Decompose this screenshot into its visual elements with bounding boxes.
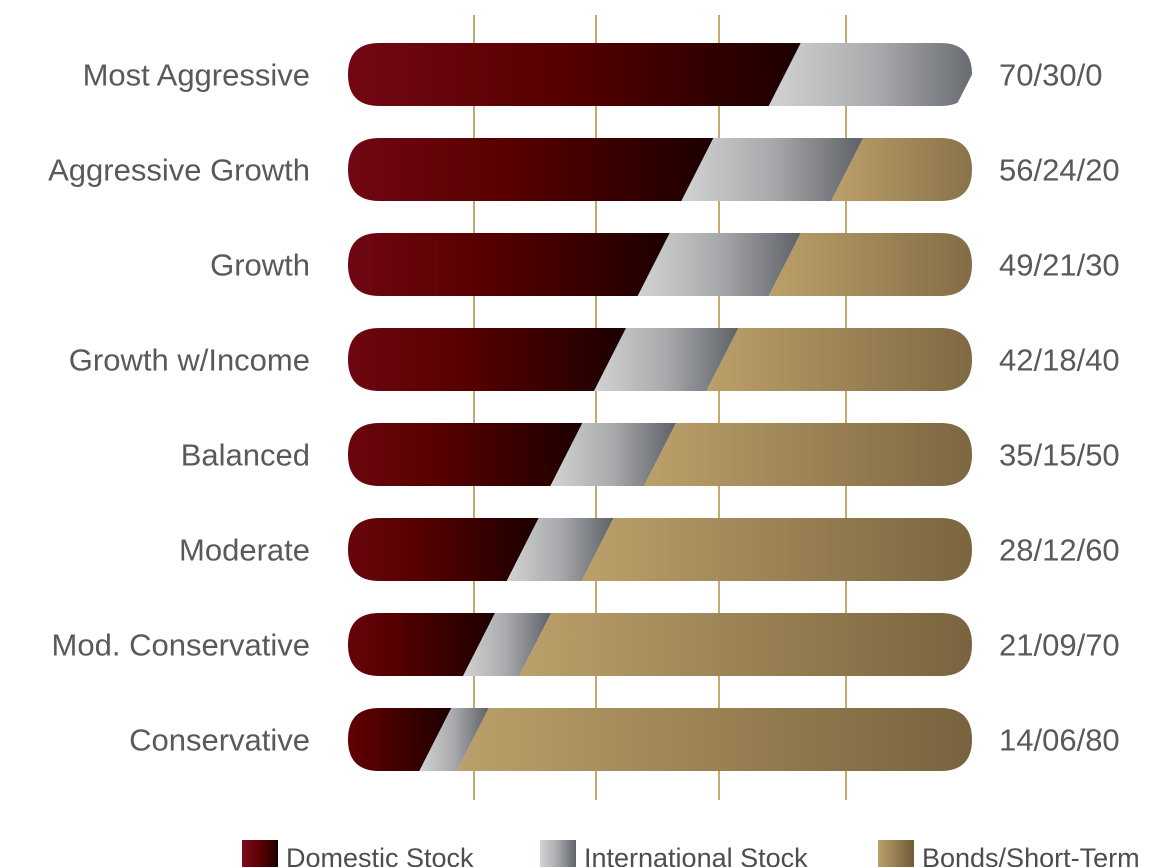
legend: Domestic Stock International Stock Bonds/S… [242, 840, 1140, 867]
value-label: 42/18/40 [999, 343, 1120, 378]
bar-row [348, 43, 972, 106]
bar-segment-international-stock [594, 328, 739, 391]
category-label: Growth w/Income [69, 343, 310, 378]
category-label: Balanced [181, 438, 310, 473]
bar-segment-international-stock [550, 423, 676, 486]
category-label: Most Aggressive [83, 58, 310, 93]
value-label: 56/24/20 [999, 153, 1120, 188]
bar-segment-international-stock [681, 138, 864, 201]
bar-segment-bonds-short-term [456, 708, 972, 771]
bar-segment-international-stock [768, 43, 972, 106]
bar-segment-domestic-stock [348, 328, 627, 391]
bar-segment-domestic-stock [348, 233, 670, 296]
value-label: 49/21/30 [999, 248, 1120, 283]
bar-segment-domestic-stock [348, 43, 801, 106]
bar-row [348, 328, 972, 391]
legend-swatch [878, 840, 914, 867]
bar-segment-bonds-short-term [581, 518, 972, 581]
bar-segment-bonds-short-term [831, 138, 972, 201]
value-label: 14/06/80 [999, 723, 1120, 758]
legend-label: Bonds/Short-Term [922, 843, 1140, 867]
bar-row [348, 233, 972, 296]
bar-row [348, 708, 972, 771]
bar-row [348, 613, 972, 676]
bar-segment-international-stock [637, 233, 801, 296]
bar-segment-international-stock [463, 613, 552, 676]
bar-segment-bonds-short-term [644, 423, 972, 486]
bar-segment-bonds-short-term [768, 233, 972, 296]
category-label: Conservative [129, 723, 310, 758]
bar-row [348, 518, 972, 581]
value-label: 21/09/70 [999, 628, 1120, 663]
bar-segment-domestic-stock [348, 423, 583, 486]
category-label: Aggressive Growth [48, 153, 310, 188]
bar-segment-bonds-short-term [519, 613, 972, 676]
bar-segment-domestic-stock [348, 708, 452, 771]
bar-segment-international-stock [506, 518, 614, 581]
category-label: Mod. Conservative [52, 628, 310, 663]
value-label: 35/15/50 [999, 438, 1120, 473]
bar-segment-domestic-stock [348, 138, 714, 201]
bar-segment-international-stock [419, 708, 489, 771]
labels: Most Aggressive 70/30/0 Aggressive Growth 5… [48, 58, 1120, 758]
category-label: Growth [210, 248, 310, 283]
legend-label: Domestic Stock [286, 843, 474, 867]
bar-segment-bonds-short-term [706, 328, 972, 391]
legend-swatch [242, 840, 278, 867]
gridlines [473, 15, 847, 800]
bar-segment-domestic-stock [348, 613, 496, 676]
legend-swatch [540, 840, 576, 867]
legend-label: International Stock [584, 843, 808, 867]
bars [348, 43, 972, 771]
bar-row [348, 138, 972, 201]
value-label: 28/12/60 [999, 533, 1120, 568]
value-label: 70/30/0 [999, 58, 1102, 93]
category-label: Moderate [179, 533, 310, 568]
bar-row [348, 423, 972, 486]
bar-segment-domestic-stock [348, 518, 539, 581]
